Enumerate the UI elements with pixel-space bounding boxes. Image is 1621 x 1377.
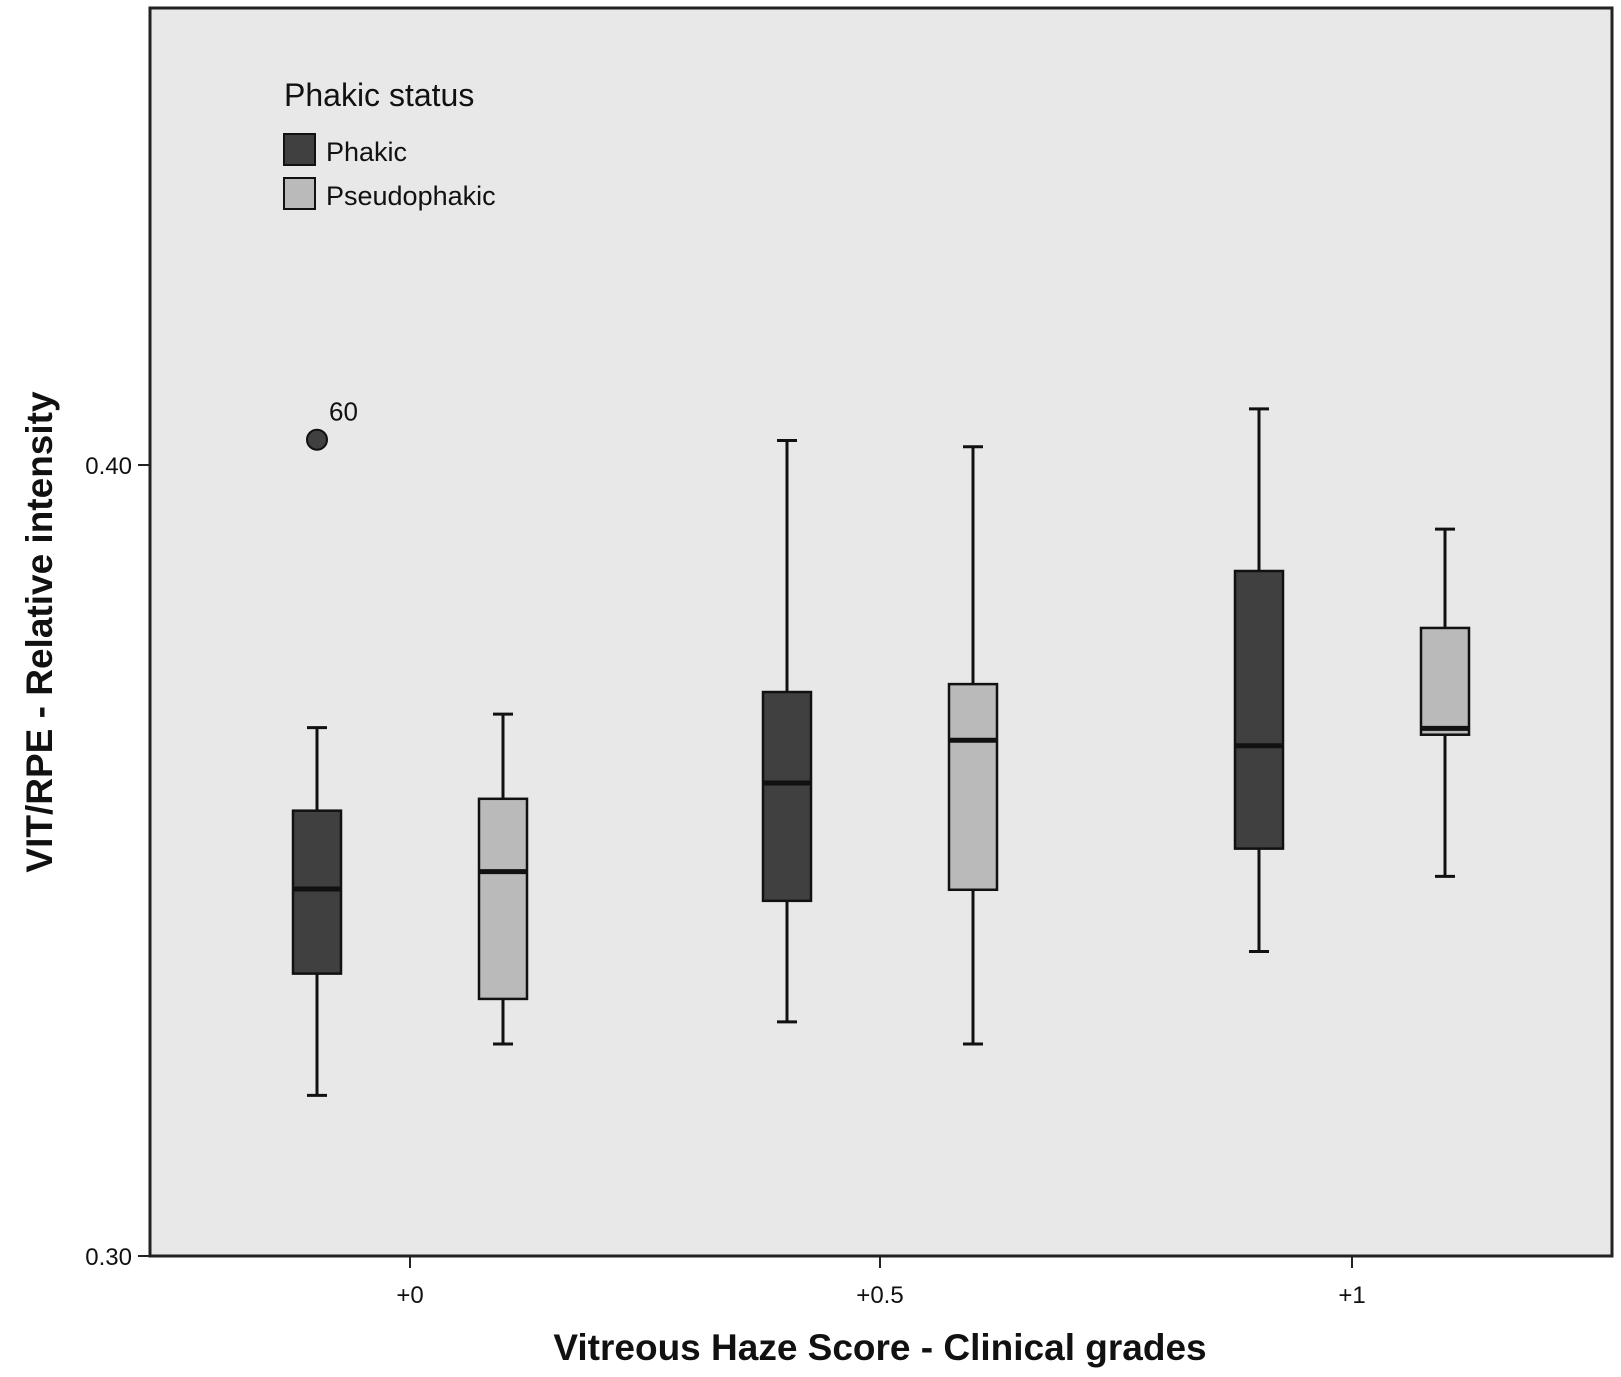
y-axis-title: VIT/RPE - Relative intensity <box>19 391 60 873</box>
iqr-box <box>947 682 999 892</box>
box-phakic <box>1233 407 1285 953</box>
box-series-group: 60 <box>291 397 1471 1097</box>
x-tick-label: +0.5 <box>856 1282 903 1309</box>
legend-swatch-pseudophakic <box>283 177 316 210</box>
iqr-box <box>1233 569 1285 850</box>
plot-area <box>148 6 1614 1258</box>
box-pseudophakic <box>947 445 999 1046</box>
iqr-box <box>1419 626 1471 736</box>
y-tick-label: 0.40 <box>85 453 132 480</box>
outlier-point <box>306 428 328 451</box>
legend-title: Phakic status <box>284 77 474 113</box>
legend-label-pseudophakic: Pseudophakic <box>326 181 496 211</box>
y-axis: 0.30 0.40 <box>85 453 150 1271</box>
y-tick-label: 0.30 <box>85 1244 132 1271</box>
x-tick-label: +0 <box>396 1282 423 1309</box>
legend-label-phakic: Phakic <box>326 137 407 167</box>
box-pseudophakic <box>477 712 529 1046</box>
iqr-box <box>477 797 529 1001</box>
iqr-box <box>291 809 343 975</box>
x-axis-title: Vitreous Haze Score - Clinical grades <box>553 1327 1206 1368</box>
legend: Phakic status Phakic Pseudophakic <box>283 77 496 211</box>
legend-swatch-phakic <box>283 133 316 166</box>
x-tick-label: +1 <box>1338 1282 1365 1309</box>
iqr-box <box>761 690 813 903</box>
box-phakic <box>291 726 343 1097</box>
outlier-label: 60 <box>329 397 358 427</box>
box-pseudophakic <box>1419 527 1471 878</box>
box-phakic <box>761 438 813 1024</box>
x-axis: +0 +0.5 +1 <box>396 1256 1366 1309</box>
